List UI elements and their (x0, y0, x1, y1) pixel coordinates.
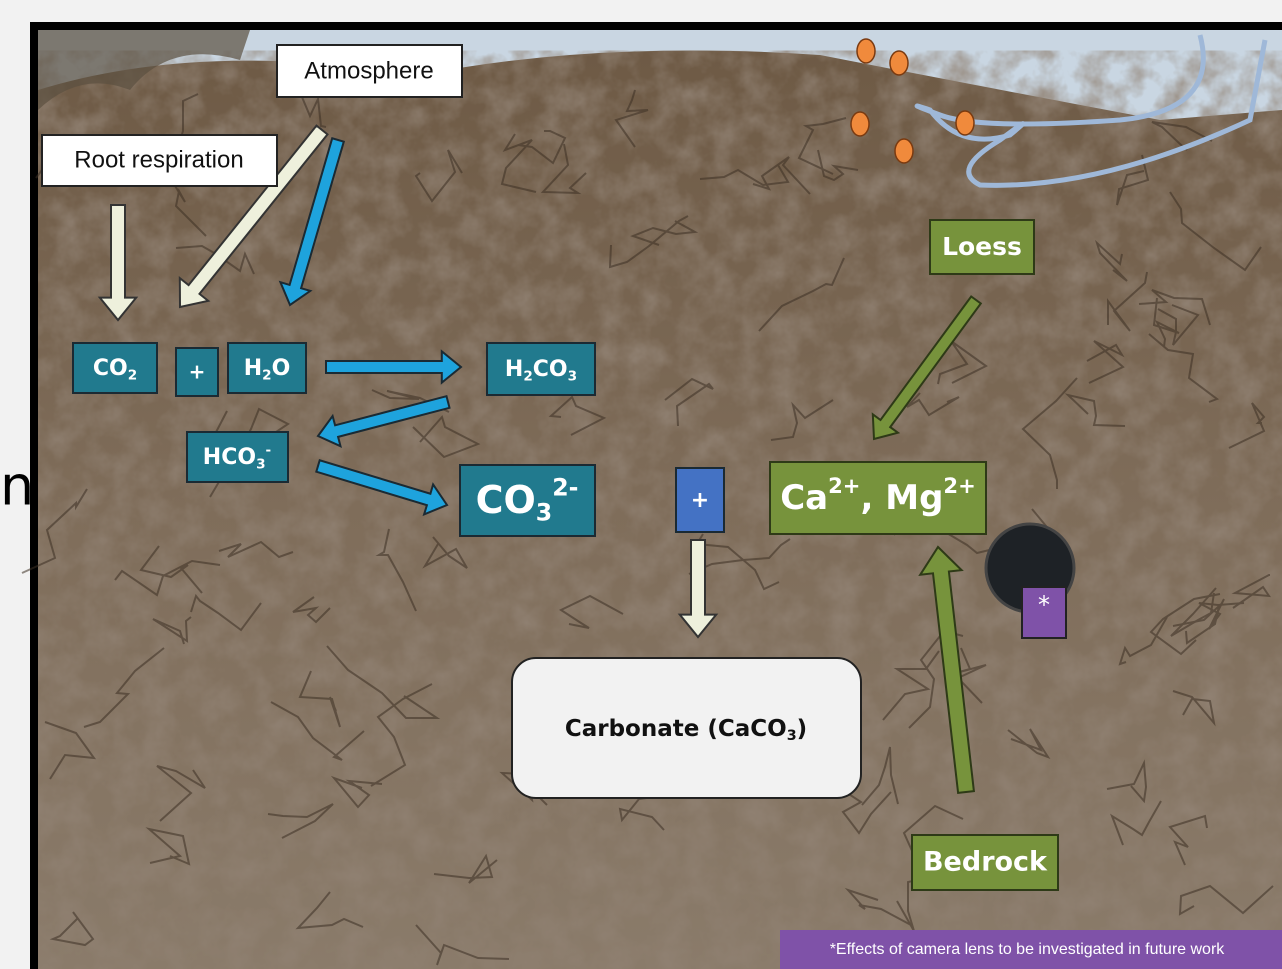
page: n Atmosphere Root respiration + + Loess … (0, 0, 1282, 969)
formula-part: CO (93, 356, 128, 381)
formula-part: O (272, 356, 291, 381)
formula-part: 3 (568, 369, 577, 385)
asterisk: * (1038, 591, 1050, 619)
formula-part: 2- (552, 473, 578, 501)
edge-text: n (0, 455, 34, 518)
formula-part: 2+ (828, 473, 860, 498)
formula-part: - (266, 442, 272, 458)
soil-texture (38, 51, 1282, 969)
diagram: n Atmosphere Root respiration + + Loess … (0, 0, 1282, 969)
root-respiration-label: Root respiration (74, 146, 243, 173)
formula-part: H (244, 356, 262, 381)
formula-part: CO (533, 357, 568, 382)
formula-part: 2 (262, 368, 271, 384)
formula-part: H (505, 357, 523, 382)
formula-part: Carbonate (CaCO (565, 716, 787, 742)
bedrock-label: Bedrock (923, 847, 1048, 878)
formula-carbonate: Carbonate (CaCO3) (565, 716, 807, 744)
formula-part: CO (476, 478, 536, 522)
atmosphere-label: Atmosphere (304, 57, 433, 84)
formula-part: Ca (780, 478, 828, 518)
formula-part: 3 (256, 457, 265, 473)
formula-part: 2+ (943, 473, 975, 498)
formula-part: 2 (128, 368, 137, 384)
plus: + (691, 488, 709, 513)
formula-part: 3 (787, 728, 797, 744)
loess-label: Loess (942, 232, 1022, 261)
formula-part: 2 (523, 369, 532, 385)
formula-part: ) (797, 716, 808, 742)
plus: + (189, 360, 206, 384)
footnote: *Effects of camera lens to be investigat… (830, 941, 1226, 958)
formula-part: , Mg (860, 478, 943, 518)
formula-h2co3: H2CO3 (505, 357, 577, 385)
formula-part: HCO (203, 445, 256, 470)
formula-part: 3 (536, 498, 552, 526)
